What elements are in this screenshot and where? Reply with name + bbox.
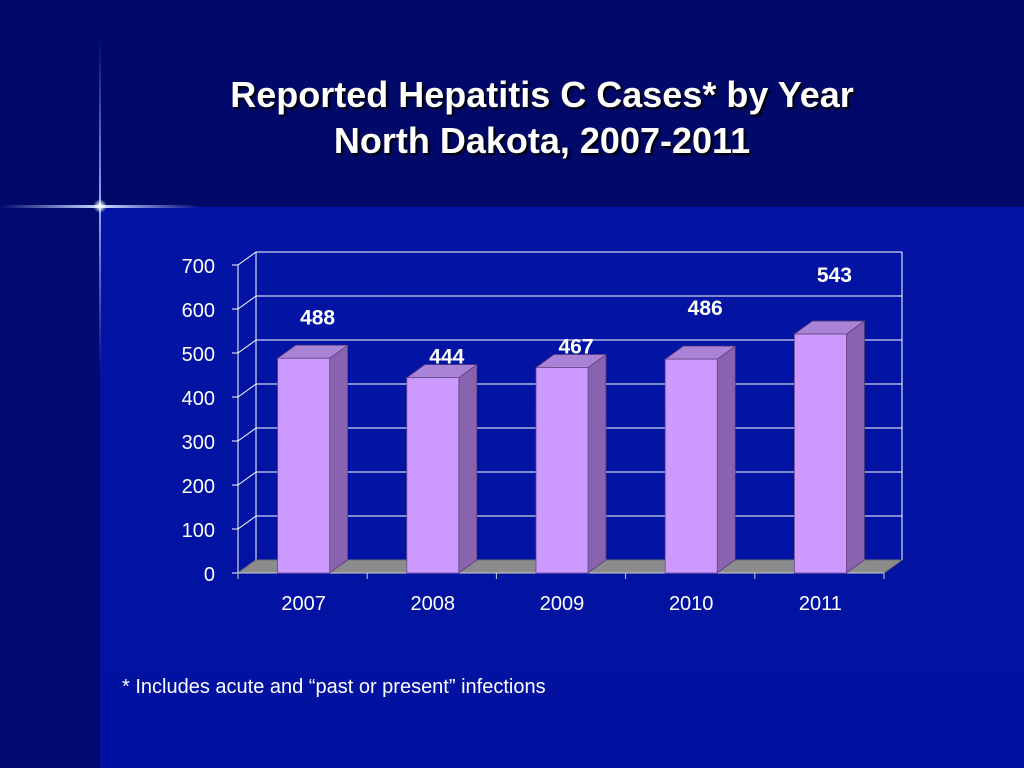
gridline-side — [237, 427, 257, 442]
y-tick-label: 300 — [182, 432, 215, 454]
y-tick-label: 700 — [182, 256, 215, 278]
star-flare-core — [93, 199, 107, 213]
data-label-2010: 486 — [688, 297, 723, 320]
gridline-side — [237, 295, 257, 310]
slide-title-line1: Reported Hepatitis C Cases* by Year — [230, 74, 854, 115]
bar-side-2008 — [458, 363, 478, 574]
left-margin-background — [0, 207, 100, 768]
x-tick-label-2008: 2008 — [411, 593, 456, 615]
bar-side-2010 — [716, 345, 736, 574]
bar-side-2011 — [846, 320, 865, 574]
x-tick-label-2009: 2009 — [540, 593, 585, 615]
gridline-side — [237, 471, 257, 486]
y-tick-label: 400 — [182, 388, 215, 410]
data-label-2011: 543 — [817, 264, 852, 287]
data-label-2009: 467 — [558, 336, 593, 359]
x-tick-label-2011: 2011 — [799, 593, 842, 615]
bar-2007 — [277, 357, 331, 574]
x-tick-label-2007: 2007 — [281, 593, 326, 615]
header-background — [0, 0, 1024, 207]
footnote: * Includes acute and “past or present” i… — [122, 676, 546, 698]
y-tick-label: 600 — [182, 300, 215, 322]
bar-2010 — [664, 358, 718, 574]
data-label-2007: 488 — [300, 306, 335, 329]
y-tick-label: 0 — [204, 564, 215, 586]
y-tick-label: 200 — [182, 476, 215, 498]
gridline-side — [237, 383, 257, 398]
slide-title-line2: North Dakota, 2007-2011 — [333, 120, 751, 161]
bar-2011 — [794, 333, 847, 574]
bar-2009 — [535, 367, 589, 574]
bar-side-2009 — [587, 353, 607, 574]
bar-side-2007 — [329, 344, 349, 574]
y-tick-label: 100 — [182, 520, 215, 542]
x-tick-label-2010: 2010 — [669, 593, 714, 615]
gridline-side — [237, 515, 257, 530]
y-tick-label: 500 — [182, 344, 215, 366]
gridline-side — [237, 339, 257, 354]
bar-2008 — [406, 377, 460, 574]
data-label-2008: 444 — [429, 346, 464, 369]
gridline-side — [237, 251, 257, 266]
